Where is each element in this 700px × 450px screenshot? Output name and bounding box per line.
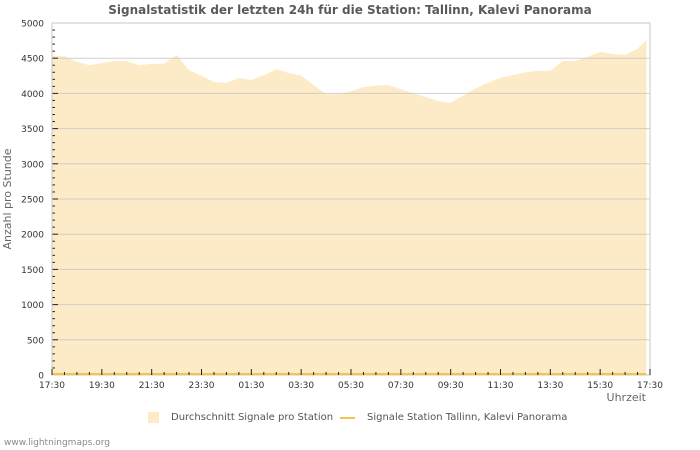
y-tick-label: 4000 [21, 90, 44, 100]
x-tick-label: 03:30 [288, 381, 314, 391]
y-tick-label: 5000 [21, 20, 44, 30]
x-tick-label: 15:30 [587, 381, 613, 391]
x-tick-label: 05:30 [338, 381, 364, 391]
y-tick-label: 0 [38, 372, 44, 382]
chart-title: Signalstatistik der letzten 24h für die … [108, 3, 592, 17]
area-swatch-icon [148, 412, 159, 423]
y-tick-label: 500 [27, 336, 44, 346]
x-tick-label: 17:30 [637, 381, 663, 391]
y-axis-label: Anzahl pro Stunde [1, 148, 14, 249]
line-swatch-icon [340, 416, 355, 419]
x-tick-label: 21:30 [139, 381, 165, 391]
x-tick-label: 17:30 [39, 381, 65, 391]
legend-label-station: Signale Station Tallinn, Kalevi Panorama [367, 412, 568, 423]
y-tick-label: 2000 [21, 231, 44, 241]
y-tick-label: 1000 [21, 301, 44, 311]
average-area [52, 39, 647, 376]
legend-item-average: Durchschnitt Signale pro Station [148, 412, 333, 423]
legend-label-average: Durchschnitt Signale pro Station [171, 412, 334, 423]
x-tick-label: 19:30 [89, 381, 115, 391]
x-tick-label: 13:30 [537, 381, 563, 391]
y-tick-label: 3500 [21, 125, 44, 135]
y-tick-label: 2500 [21, 196, 44, 206]
x-tick-label: 11:30 [488, 381, 514, 391]
x-axis-label: Uhrzeit [607, 391, 647, 404]
legend-item-station: Signale Station Tallinn, Kalevi Panorama [340, 412, 567, 423]
y-tick-label: 1500 [21, 266, 44, 276]
x-tick-label: 01:30 [238, 381, 264, 391]
x-tick-label: 07:30 [388, 381, 414, 391]
y-tick-label: 4500 [21, 55, 44, 65]
x-tick-label: 09:30 [438, 381, 464, 391]
x-tick-label: 23:30 [189, 381, 215, 391]
footer-link[interactable]: www.lightningmaps.org [4, 438, 110, 448]
y-tick-label: 3000 [21, 160, 44, 170]
